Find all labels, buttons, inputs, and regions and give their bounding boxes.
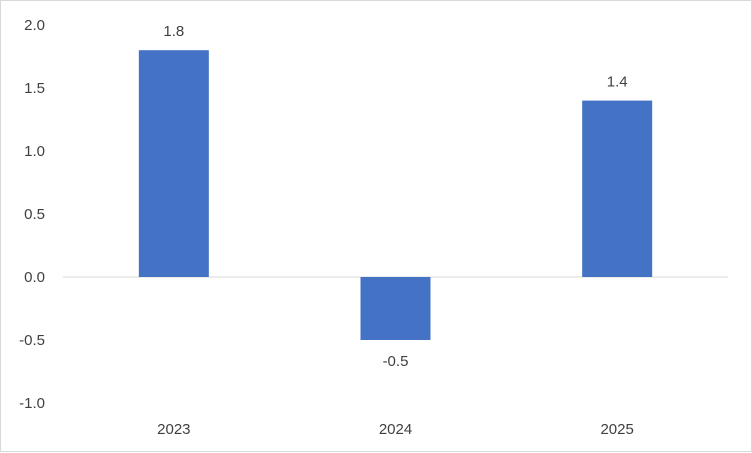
category-labels: 2023 2024 2025	[157, 421, 634, 438]
y-tick-label: 1.0	[24, 143, 45, 160]
y-tick-label: 0.5	[24, 206, 45, 223]
data-label: -0.5	[383, 353, 409, 370]
y-tick-label: 0.0	[24, 269, 45, 286]
bar-2023	[138, 50, 209, 278]
x-category-label: 2023	[157, 421, 190, 438]
x-category-label: 2025	[600, 421, 633, 438]
y-tick-label: 1.5	[24, 80, 45, 97]
data-label: 1.4	[607, 74, 628, 91]
bar-2024	[360, 277, 431, 340]
y-tick-label: -1.0	[19, 395, 45, 412]
data-label: 1.8	[163, 23, 184, 40]
x-category-label: 2024	[379, 421, 412, 438]
y-axis-ticks: 2.0 1.5 1.0 0.5 0.0 -0.5 -1.0	[19, 17, 45, 412]
bars	[138, 50, 653, 340]
y-tick-label: -0.5	[19, 332, 45, 349]
data-labels: 1.8 -0.5 1.4	[163, 23, 627, 370]
bar-2025	[582, 100, 653, 277]
y-tick-label: 2.0	[24, 17, 45, 34]
